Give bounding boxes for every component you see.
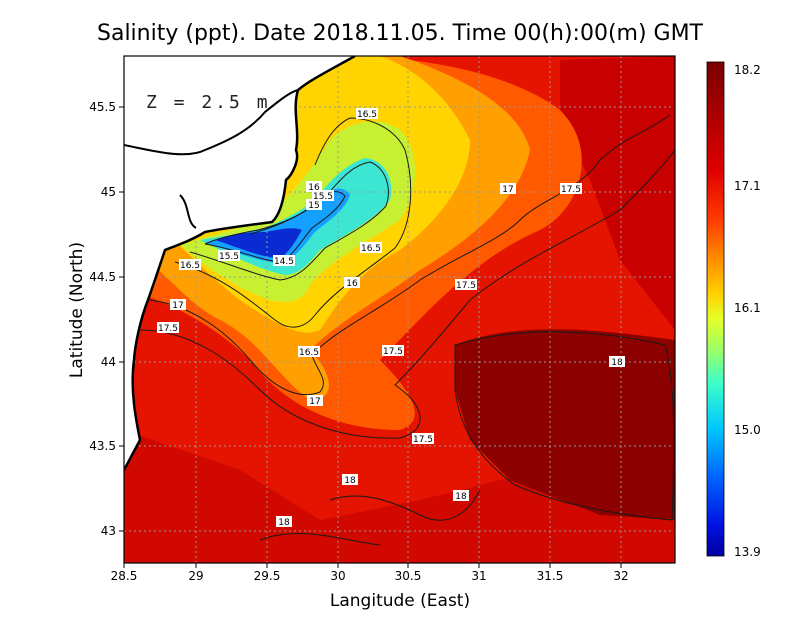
y-tick-label: 45.5 [89,100,116,114]
contour-label: 17 [170,299,186,311]
svg-text:17: 17 [502,185,513,195]
plot-area [124,56,675,563]
svg-text:16: 16 [308,183,320,193]
svg-text:17.5: 17.5 [561,185,581,195]
sea-southern [124,380,675,563]
contour-label: 18 [342,474,358,486]
contour-labels: 16.5 16 15.5 15 15.5 16.5 14.5 16.5 16 1… [157,108,625,528]
colorbar-tick-label: 16.1 [734,301,761,315]
svg-text:18: 18 [455,492,467,502]
colorbar-tick-label: 18.2 [734,63,761,77]
y-axis-label: Latitude (North) [67,242,87,378]
svg-text:16.5: 16.5 [357,110,377,120]
svg-text:17.5: 17.5 [158,324,178,334]
sea-eastern [560,56,675,330]
svg-text:18: 18 [278,518,290,528]
y-tick-label: 45 [101,185,116,199]
svg-text:18: 18 [611,358,623,368]
contour-label: 17.5 [157,322,179,334]
x-axis: 28.5 29 29.5 30 30.5 31 31.5 32 Langitud… [111,563,629,611]
high-salinity-zone [455,329,675,520]
contour-label: 16.5 [360,242,382,254]
x-tick-label: 31.5 [537,569,564,583]
svg-text:14.5: 14.5 [274,257,294,267]
contour-label: 18 [276,516,292,528]
svg-text:18: 18 [344,476,356,486]
x-tick-label: 31 [471,569,486,583]
plot-frame [123,55,676,564]
contour-label: 17.5 [455,279,477,291]
contour-label: 17.5 [560,183,582,195]
y-axis: 45.5 45 44.5 44 43.5 43 Latitude (North) [67,100,124,538]
x-tick-label: 29.5 [254,569,281,583]
contour-label: 16 [344,277,360,289]
x-tick-label: 29 [188,569,203,583]
colorbar-tick-label: 13.9 [734,545,761,559]
svg-text:16.5: 16.5 [361,244,381,254]
contour-label: 16.5 [179,259,201,271]
x-tick-label: 32 [613,569,628,583]
contour-label: 16.5 [356,108,378,120]
contour-label: 17.5 [412,433,434,445]
contour-label: 18 [453,490,469,502]
contour-label: 18 [609,356,625,368]
landmass [124,56,355,470]
contour-label: 17 [500,183,516,195]
svg-text:16.5: 16.5 [299,348,319,358]
svg-text:16.5: 16.5 [180,261,200,271]
depth-label: Z = 2.5 m [146,92,271,113]
contour-label: 16 [306,181,322,193]
contour-label: 16.5 [298,346,320,358]
svg-text:17.5: 17.5 [413,435,433,445]
y-tick-label: 43 [101,524,116,538]
coastline [124,56,356,471]
svg-text:17.5: 17.5 [456,281,476,291]
x-tick-label: 30.5 [395,569,422,583]
lagoon-border [179,194,197,229]
svg-text:15: 15 [308,201,319,211]
colorbar-gradient [706,61,725,557]
svg-text:15.5: 15.5 [219,252,239,262]
svg-text:15.5: 15.5 [313,192,333,202]
y-tick-label: 44 [101,355,116,369]
x-tick-label: 28.5 [111,569,138,583]
contour-label: 15.5 [218,250,240,262]
contour-lines [139,114,675,546]
svg-text:17: 17 [172,301,183,311]
map-title: Salinity (ppt). Date 2018.11.05. Time 00… [97,21,704,46]
x-axis-label: Langitude (East) [330,591,470,611]
contour-label: 15 [306,199,322,211]
danube-delta-border [124,89,299,156]
contour-label: 15.5 [312,190,334,202]
svg-text:17.5: 17.5 [383,347,403,357]
y-tick-label: 43.5 [89,439,116,453]
colorbar-tick-label: 15.0 [734,423,761,437]
svg-text:17: 17 [309,397,320,407]
colorbar-tick-label: 17.1 [734,179,761,193]
contour-label: 17.5 [382,345,404,357]
lowest-salinity-core [215,228,302,258]
y-tick-label: 44.5 [89,270,116,284]
contour-label: 14.5 [273,255,295,267]
contour-label: 17 [307,395,323,407]
colorbar: 18.2 17.1 16.1 15.0 13.9 [706,61,761,559]
svg-text:16: 16 [346,279,358,289]
x-tick-label: 30 [330,569,345,583]
